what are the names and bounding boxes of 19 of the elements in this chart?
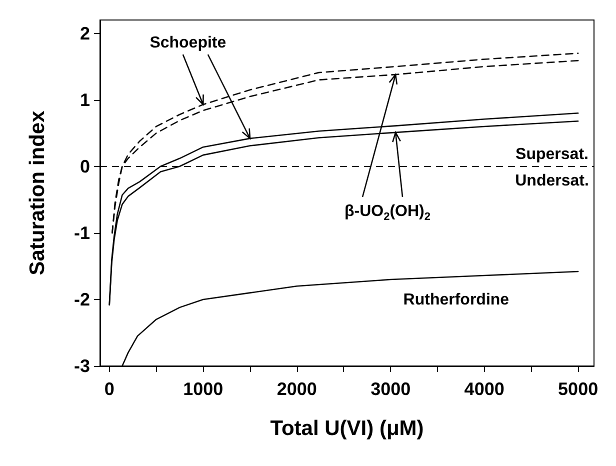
y-tick-label: 0 [80,156,90,176]
y-tick-label: -3 [74,356,90,376]
annotation: Supersat. [516,145,588,162]
y-tick-label: 1 [80,90,90,110]
annotation: Rutherfordine [403,291,510,308]
annotation: β-UO$_{2}$(OH)$_{2}$ [344,202,431,223]
x-tick-label: 3000 [370,379,411,399]
x-tick-label: 1000 [183,379,224,399]
y-axis-title: Saturation index [26,110,49,276]
annotation: Schoepite [150,34,226,51]
x-tick-label: 2000 [276,379,317,399]
x-tick-label: 5000 [558,379,598,399]
y-tick-label: -2 [74,289,90,310]
x-tick-label: 0 [104,379,114,399]
x-axis-title: Total U(VI) (μM) [270,417,424,440]
y-tick-label: 2 [80,23,90,44]
y-tick-label: -1 [74,222,90,243]
x-tick-label: 4000 [464,379,504,399]
annotation: Undersat. [515,172,589,190]
